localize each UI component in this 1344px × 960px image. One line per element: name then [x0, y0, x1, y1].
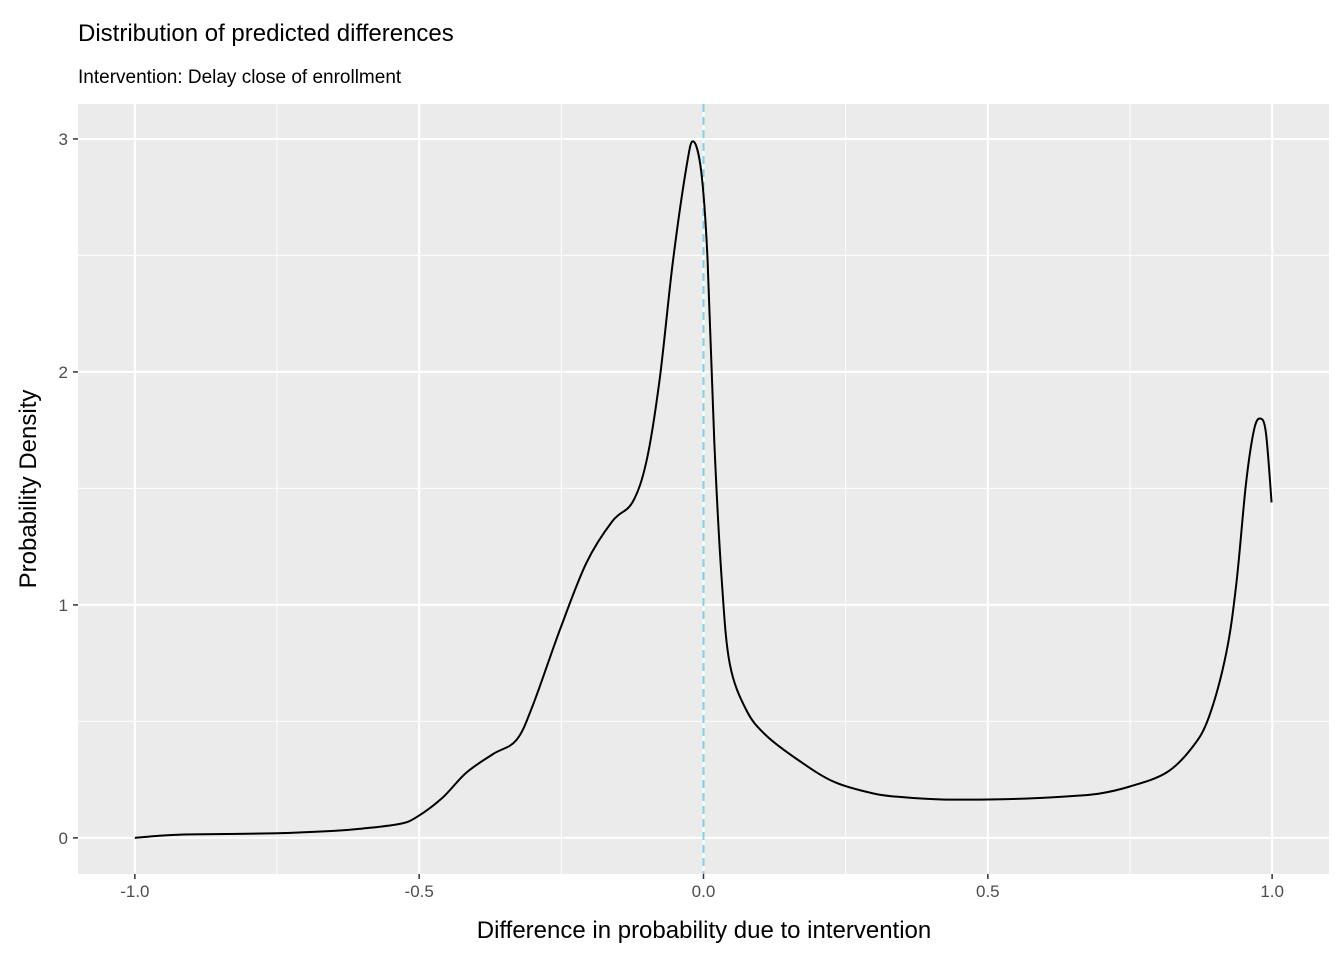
y-tick-label: 3 — [59, 130, 68, 149]
x-tick-label: 1.0 — [1260, 882, 1284, 901]
x-axis-label: Difference in probability due to interve… — [477, 917, 932, 944]
x-tick-label: 0.5 — [976, 882, 1000, 901]
axis-ticks: -1.0 -0.5 0.0 0.5 1.0 0 1 2 3 — [59, 130, 1284, 901]
density-curve — [134, 140, 1273, 839]
y-tick-label: 2 — [59, 363, 68, 382]
y-axis-label: Probability Density — [15, 390, 42, 589]
x-tick-label: -0.5 — [405, 882, 434, 901]
x-tick-label: -1.0 — [120, 882, 149, 901]
y-tick-label: 0 — [59, 829, 68, 848]
y-tick-label: 1 — [59, 596, 68, 615]
chart-subtitle: Intervention: Delay close of enrollment — [78, 67, 402, 88]
x-tick-label: 0.0 — [692, 882, 716, 901]
chart-title: Distribution of predicted differences — [78, 20, 454, 47]
